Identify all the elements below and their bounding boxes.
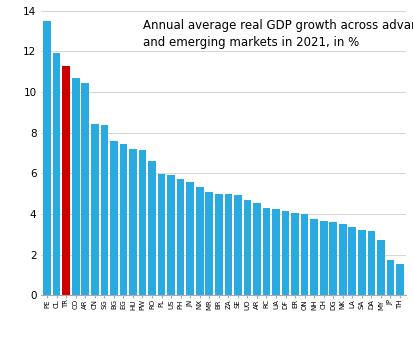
- Bar: [138, 150, 146, 295]
- Bar: [81, 83, 89, 295]
- Bar: [310, 219, 317, 295]
- Bar: [205, 192, 213, 295]
- Bar: [395, 264, 403, 295]
- Bar: [357, 230, 365, 295]
- Bar: [148, 161, 155, 295]
- Bar: [157, 174, 165, 295]
- Bar: [129, 149, 136, 295]
- Bar: [224, 194, 232, 295]
- Bar: [271, 209, 279, 295]
- Bar: [100, 125, 108, 295]
- Bar: [376, 240, 384, 295]
- Bar: [176, 179, 184, 295]
- Bar: [186, 183, 194, 295]
- Bar: [214, 194, 222, 295]
- Bar: [62, 66, 70, 295]
- Bar: [167, 175, 175, 295]
- Bar: [43, 21, 51, 295]
- Bar: [262, 208, 270, 295]
- Bar: [119, 144, 127, 295]
- Bar: [110, 141, 117, 295]
- Bar: [291, 213, 298, 295]
- Bar: [252, 203, 260, 295]
- Bar: [233, 195, 241, 295]
- Bar: [243, 200, 251, 295]
- Bar: [367, 231, 374, 295]
- Bar: [281, 211, 289, 295]
- Bar: [53, 54, 60, 295]
- Text: Annual average real GDP growth across advanced
and emerging markets in 2021, in : Annual average real GDP growth across ad…: [143, 19, 413, 49]
- Bar: [91, 123, 98, 295]
- Bar: [195, 186, 203, 295]
- Bar: [338, 224, 346, 295]
- Bar: [319, 221, 327, 295]
- Bar: [329, 222, 336, 295]
- Bar: [300, 214, 308, 295]
- Bar: [72, 78, 79, 295]
- Bar: [348, 227, 355, 295]
- Bar: [386, 260, 393, 295]
